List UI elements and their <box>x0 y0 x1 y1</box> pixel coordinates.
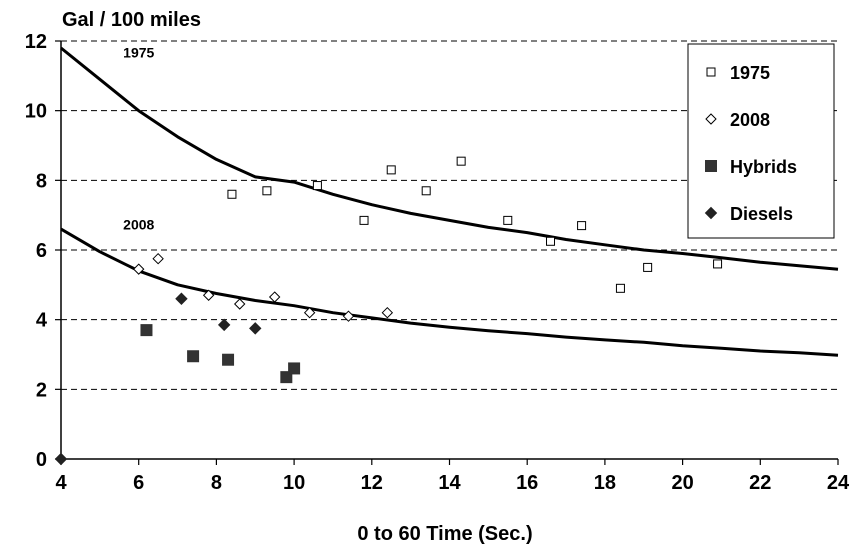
legend-marker-1975 <box>706 67 716 77</box>
point-2008-2 <box>202 289 215 301</box>
point-1975-4 <box>386 165 396 175</box>
trend-curves: 1975 2008 <box>60 44 839 357</box>
y-tick-label-4: 4 <box>36 310 48 332</box>
legend: 1975 2008 Hybrids Diesels <box>687 43 835 239</box>
point-1975-7 <box>503 215 513 225</box>
x-tick-label-16: 16 <box>516 472 538 494</box>
point-1975-5 <box>421 186 431 196</box>
point-hybrids-1 <box>187 350 200 363</box>
point-1975-10 <box>615 283 625 293</box>
legend-label-1975: 1975 <box>730 63 770 83</box>
point-diesels-0 <box>54 452 68 466</box>
point-2008-6 <box>342 310 355 322</box>
y-tick-label-10: 10 <box>25 101 47 123</box>
point-2008-0 <box>132 263 145 275</box>
point-diesels-2 <box>217 318 231 332</box>
point-1975-9 <box>577 221 587 231</box>
y-tick-label-6: 6 <box>36 240 47 262</box>
x-tick-label-20: 20 <box>671 472 693 494</box>
trend-curve-1975 <box>60 46 839 271</box>
point-hybrids-3 <box>280 371 293 384</box>
point-hybrids-2 <box>222 353 235 366</box>
y-tick-label-8: 8 <box>36 170 47 192</box>
point-1975-0 <box>227 189 237 199</box>
point-2008-4 <box>268 291 281 303</box>
curve-label-1975: 1975 <box>123 44 154 60</box>
x-tick-label-4: 4 <box>55 472 67 494</box>
x-tick-label-14: 14 <box>438 472 461 494</box>
point-hybrids-0 <box>140 324 153 337</box>
legend-label-hybrids: Hybrids <box>730 157 797 177</box>
point-2008-3 <box>234 298 246 310</box>
point-1975-6 <box>456 156 466 166</box>
legend-marker-2008 <box>705 113 717 125</box>
y-tick-label-12: 12 <box>25 31 47 53</box>
x-tick-label-10: 10 <box>283 472 305 494</box>
point-1975-12 <box>713 259 723 269</box>
point-diesels-3 <box>249 322 262 335</box>
x-tick-label-22: 22 <box>749 472 771 494</box>
point-1975-3 <box>359 215 369 225</box>
point-1975-8 <box>546 236 556 246</box>
point-2008-5 <box>303 306 316 319</box>
legend-marker-diesels <box>704 206 718 220</box>
point-1975-2 <box>312 181 322 191</box>
data-points <box>54 156 723 466</box>
point-1975-11 <box>643 262 653 272</box>
x-tick-label-24: 24 <box>827 472 850 494</box>
y-tick-label-0: 0 <box>36 449 47 471</box>
y-axis-title: Gal / 100 miles <box>62 9 201 31</box>
point-2008-7 <box>381 306 394 319</box>
trend-curve-2008 <box>60 227 839 357</box>
curve-label-2008: 2008 <box>123 217 154 233</box>
point-diesels-1 <box>175 292 188 305</box>
point-2008-1 <box>152 253 164 265</box>
x-axis-title: 0 to 60 Time (Sec.) <box>357 523 532 545</box>
legend-marker-hybrids <box>705 160 717 172</box>
x-tick-label-8: 8 <box>211 472 222 494</box>
legend-label-2008: 2008 <box>730 110 770 130</box>
point-1975-1 <box>262 186 272 196</box>
legend-label-diesels: Diesels <box>730 204 793 224</box>
point-hybrids-4 <box>288 362 301 375</box>
x-tick-label-6: 6 <box>133 472 144 494</box>
x-tick-label-18: 18 <box>594 472 616 494</box>
x-tick-label-12: 12 <box>361 472 383 494</box>
y-tick-label-2: 2 <box>36 379 47 401</box>
